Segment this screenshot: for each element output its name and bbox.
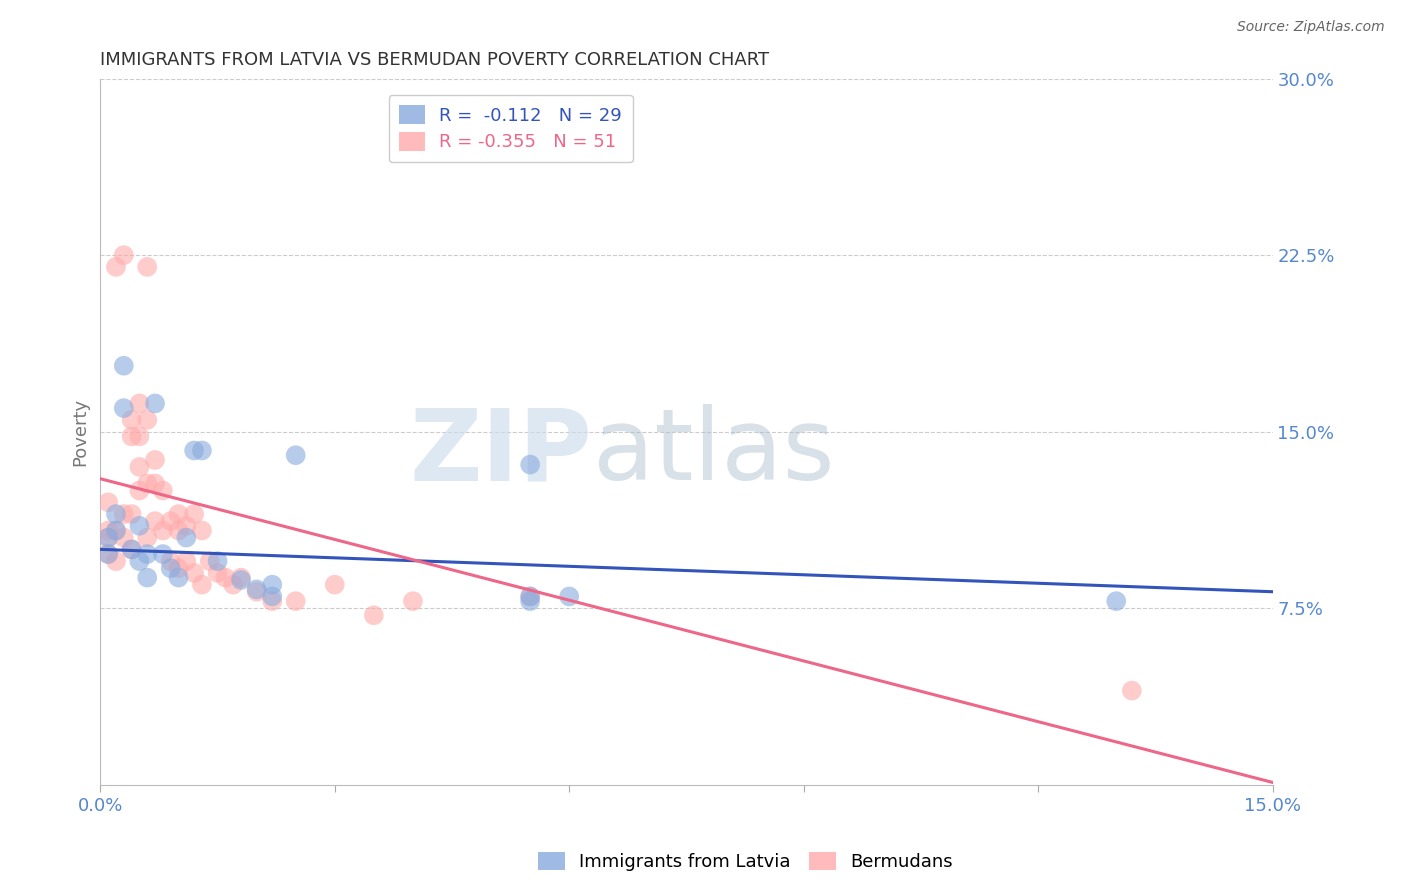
Point <box>284 594 307 608</box>
Point <box>128 483 150 498</box>
Point <box>104 524 127 538</box>
Point <box>112 359 135 373</box>
Point <box>97 531 120 545</box>
Point <box>112 248 135 262</box>
Point <box>229 573 252 587</box>
Point <box>136 476 159 491</box>
Point <box>323 577 346 591</box>
Point <box>128 518 150 533</box>
Point <box>183 566 205 580</box>
Point <box>136 413 159 427</box>
Point <box>1105 594 1128 608</box>
Point <box>104 554 127 568</box>
Point <box>191 524 214 538</box>
Point <box>229 571 252 585</box>
Point <box>262 594 284 608</box>
Point <box>112 531 135 545</box>
Point <box>519 590 541 604</box>
Point <box>191 443 214 458</box>
Point <box>167 507 190 521</box>
Point <box>97 524 120 538</box>
Point <box>121 507 143 521</box>
Point <box>152 524 174 538</box>
Point <box>207 554 229 568</box>
Text: IMMIGRANTS FROM LATVIA VS BERMUDAN POVERTY CORRELATION CHART: IMMIGRANTS FROM LATVIA VS BERMUDAN POVER… <box>100 51 769 69</box>
Point <box>97 495 120 509</box>
Point <box>152 547 174 561</box>
Point <box>176 531 198 545</box>
Point <box>167 561 190 575</box>
Point <box>1121 683 1143 698</box>
Point <box>128 554 150 568</box>
Text: ZIP: ZIP <box>409 404 593 501</box>
Point <box>128 429 150 443</box>
Point <box>519 458 541 472</box>
Point <box>198 554 221 568</box>
Point <box>246 584 269 599</box>
Point <box>128 396 150 410</box>
Point <box>143 396 166 410</box>
Point <box>262 590 284 604</box>
Point <box>214 571 236 585</box>
Point <box>246 582 269 597</box>
Point <box>97 547 120 561</box>
Point <box>262 577 284 591</box>
Point <box>143 453 166 467</box>
Point <box>167 524 190 538</box>
Point <box>143 514 166 528</box>
Point <box>97 547 120 561</box>
Point <box>402 594 425 608</box>
Legend: Immigrants from Latvia, Bermudans: Immigrants from Latvia, Bermudans <box>530 845 960 879</box>
Point <box>519 594 541 608</box>
Point <box>176 554 198 568</box>
Point <box>104 507 127 521</box>
Point <box>176 518 198 533</box>
Point <box>207 566 229 580</box>
Point <box>136 547 159 561</box>
Point <box>128 460 150 475</box>
Text: Source: ZipAtlas.com: Source: ZipAtlas.com <box>1237 20 1385 34</box>
Point <box>222 577 245 591</box>
Point <box>159 554 181 568</box>
Y-axis label: Poverty: Poverty <box>72 398 89 466</box>
Point <box>152 483 174 498</box>
Point <box>159 561 181 575</box>
Point <box>363 608 385 623</box>
Point <box>121 429 143 443</box>
Point <box>284 448 307 462</box>
Point <box>104 260 127 274</box>
Point <box>112 401 135 416</box>
Point <box>183 507 205 521</box>
Point <box>519 590 541 604</box>
Point <box>121 542 143 557</box>
Text: atlas: atlas <box>593 404 834 501</box>
Legend: R =  -0.112   N = 29, R = -0.355   N = 51: R = -0.112 N = 29, R = -0.355 N = 51 <box>388 95 633 162</box>
Point <box>136 260 159 274</box>
Point <box>159 514 181 528</box>
Point <box>136 571 159 585</box>
Point <box>143 476 166 491</box>
Point <box>121 542 143 557</box>
Point <box>183 443 205 458</box>
Point <box>121 413 143 427</box>
Point <box>167 571 190 585</box>
Point <box>104 524 127 538</box>
Point <box>136 531 159 545</box>
Point <box>558 590 581 604</box>
Point <box>112 507 135 521</box>
Point <box>97 531 120 545</box>
Point <box>191 577 214 591</box>
